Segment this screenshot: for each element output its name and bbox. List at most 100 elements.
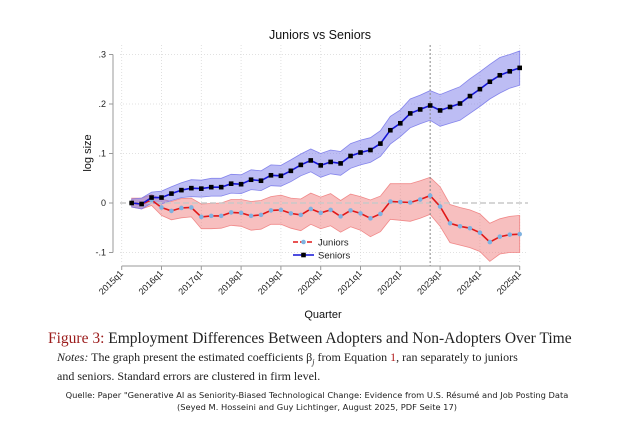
data-point-juniors [159, 205, 164, 210]
chart: Juniors vs Seniors -.1 0 .1 .2 .3 2015q1 2016q… [82, 28, 528, 321]
data-point-seniors [288, 168, 294, 174]
legend-marker-seniors [301, 252, 306, 258]
data-point-seniors [457, 101, 463, 106]
data-point-juniors [298, 212, 304, 218]
data-point-juniors [447, 220, 453, 226]
data-point-juniors [378, 211, 383, 217]
data-point-seniors [248, 177, 254, 183]
data-point-seniors [507, 69, 513, 74]
data-point-juniors [268, 208, 274, 213]
data-point-juniors [288, 211, 294, 216]
data-point-seniors [497, 72, 503, 78]
data-point-juniors [398, 199, 403, 205]
notes-label: Notes: [57, 350, 89, 364]
data-point-seniors [169, 191, 174, 196]
ci-band-seniors [131, 50, 521, 210]
data-point-seniors [407, 111, 413, 116]
data-point-seniors [258, 178, 264, 184]
equation-ref-link[interactable]: 1 [390, 350, 397, 364]
data-point-juniors [208, 213, 214, 219]
x-tick-label: 2018q1 [216, 268, 244, 296]
data-point-seniors [208, 184, 214, 190]
data-point-juniors [179, 205, 184, 211]
data-point-juniors [278, 207, 284, 213]
data-point-juniors [189, 205, 194, 210]
data-point-juniors [407, 200, 413, 205]
y-axis-label: log size [82, 134, 94, 171]
data-point-seniors [398, 121, 403, 126]
data-point-juniors [437, 204, 443, 209]
data-point-juniors [388, 199, 393, 204]
data-point-seniors [189, 185, 194, 191]
data-point-juniors [487, 239, 493, 245]
source-line-1: Quelle: Paper "Generative AI as Seniorit… [65, 390, 569, 400]
data-point-seniors [318, 163, 323, 168]
notes-text-3: , ran separately to juniors [396, 350, 518, 364]
figure-title: Employment Differences Between Adopters … [104, 330, 572, 347]
legend-label-juniors: Juniors [318, 238, 349, 249]
data-point-juniors [477, 230, 483, 235]
data-point-seniors [437, 108, 443, 113]
x-tick-label: 2024q1 [455, 268, 483, 296]
data-point-juniors [368, 216, 373, 221]
data-point-seniors [338, 161, 343, 166]
data-point-seniors [417, 107, 423, 112]
source-attribution: Quelle: Paper "Generative AI as Seniorit… [0, 389, 634, 413]
data-point-juniors [258, 212, 264, 218]
confidence-bands [131, 50, 521, 262]
figure-title-line: Figure 3: Employment Differences Between… [48, 330, 608, 348]
data-point-juniors [248, 213, 254, 219]
data-point-seniors [378, 141, 383, 146]
data-point-seniors [238, 181, 244, 187]
notes-text-1: The graph present the estimated coeffici… [88, 350, 313, 364]
y-tick-label: -.1 [95, 248, 106, 258]
data-point-seniors [228, 181, 234, 186]
data-point-seniors [358, 150, 363, 155]
x-tick-label: 2021q1 [336, 268, 364, 296]
series-markers [129, 65, 522, 245]
notes-line-2: and seniors. Standard errors are cluster… [57, 369, 321, 384]
x-tick-label: 2019q1 [256, 268, 284, 296]
data-point-juniors [507, 232, 513, 237]
data-point-seniors [179, 187, 184, 193]
legend-label-seniors: Seniors [318, 251, 350, 262]
source-line-2: (Seyed M. Hosseini and Guy Lichtinger, A… [177, 402, 457, 412]
data-point-juniors [358, 211, 363, 216]
data-point-seniors [487, 79, 493, 85]
data-point-juniors [338, 214, 343, 219]
series-line-seniors [131, 67, 520, 205]
data-point-seniors [328, 159, 333, 165]
figure-notes: Notes: The graph present the estimated c… [57, 350, 608, 383]
reference-lines [120, 45, 528, 266]
data-point-seniors [268, 172, 274, 178]
data-point-juniors [497, 234, 503, 239]
data-point-juniors [218, 213, 224, 219]
data-point-seniors [218, 184, 224, 190]
data-point-seniors [368, 147, 373, 153]
y-tick-label: .1 [98, 149, 106, 159]
data-point-juniors [517, 231, 522, 237]
x-tick-label: 2016q1 [137, 268, 165, 296]
data-point-seniors [388, 127, 393, 133]
data-point-juniors [328, 207, 333, 213]
x-tick-label: 2022q1 [375, 268, 403, 296]
y-tick-label: .3 [98, 50, 106, 60]
figure-caption: Figure 3: Employment Differences Between… [48, 330, 608, 383]
series-lines [131, 67, 520, 244]
y-tick-label: .2 [98, 99, 106, 109]
data-point-juniors [457, 223, 463, 229]
data-point-juniors [169, 208, 174, 214]
x-tick-label: 2020q1 [296, 268, 324, 296]
data-point-seniors [467, 93, 473, 99]
data-point-seniors [149, 195, 154, 200]
data-point-seniors [348, 153, 353, 159]
data-point-juniors [318, 210, 324, 216]
notes-subscript: j [312, 357, 315, 367]
data-point-juniors [308, 206, 314, 212]
data-point-seniors [427, 103, 433, 108]
notes-text-2: from Equation [314, 350, 391, 364]
data-point-seniors [129, 200, 134, 206]
data-point-seniors [308, 158, 314, 163]
x-tick-label: 2025q1 [495, 268, 523, 296]
data-point-seniors [199, 186, 204, 191]
